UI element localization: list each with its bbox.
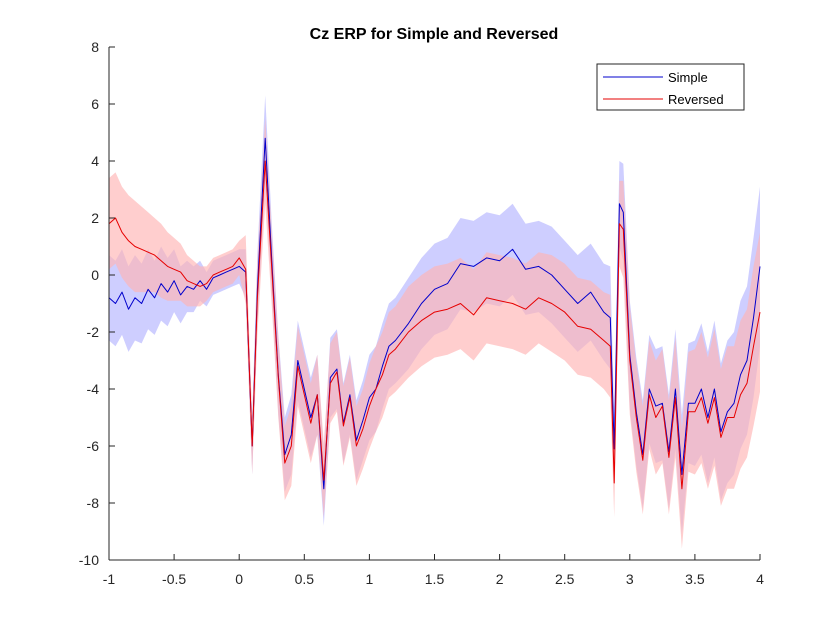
reversed-band — [109, 118, 760, 549]
simple-line — [108, 137, 761, 490]
x-tick-label: 4 — [756, 571, 764, 587]
x-tick-label: 3 — [626, 571, 634, 587]
y-tick-label: 0 — [91, 267, 99, 283]
x-tick-label: 1.5 — [425, 571, 445, 587]
legend-box — [596, 63, 745, 111]
chart-title: Cz ERP for Simple and Reversed — [310, 26, 559, 43]
x-tick-label: -1 — [103, 571, 116, 587]
y-tick-label: 8 — [91, 39, 99, 55]
confidence-bands — [109, 95, 760, 549]
axes: -1 -0.5 0 0.5 1 1.5 2 2.5 3 3.5 4 -10 -8 -6 -4 -2 0 2 4 6 8 — [79, 39, 764, 587]
series-lines — [108, 137, 761, 490]
legend: Simple Reversed — [596, 63, 745, 111]
x-tick-label: 2 — [496, 571, 504, 587]
legend-label-simple: Simple — [668, 70, 708, 85]
y-tick-label: -8 — [87, 495, 100, 511]
x-tick-label: 2.5 — [555, 571, 575, 587]
y-tick-label: -4 — [87, 381, 100, 397]
x-tick-label: 3.5 — [685, 571, 705, 587]
x-tick-label: 0 — [235, 571, 243, 587]
y-tick-label: 6 — [91, 96, 99, 112]
y-tick-label: -10 — [79, 552, 99, 568]
x-tick-label: -0.5 — [162, 571, 186, 587]
reversed-line — [108, 160, 761, 490]
x-tick-label: 1 — [366, 571, 374, 587]
y-tick-label: -6 — [87, 438, 100, 454]
y-tick-label: 4 — [91, 153, 99, 169]
y-tick-label: -2 — [87, 324, 100, 340]
y-tick-label: 2 — [91, 210, 99, 226]
x-tick-label: 0.5 — [295, 571, 315, 587]
legend-label-reversed: Reversed — [668, 92, 724, 107]
